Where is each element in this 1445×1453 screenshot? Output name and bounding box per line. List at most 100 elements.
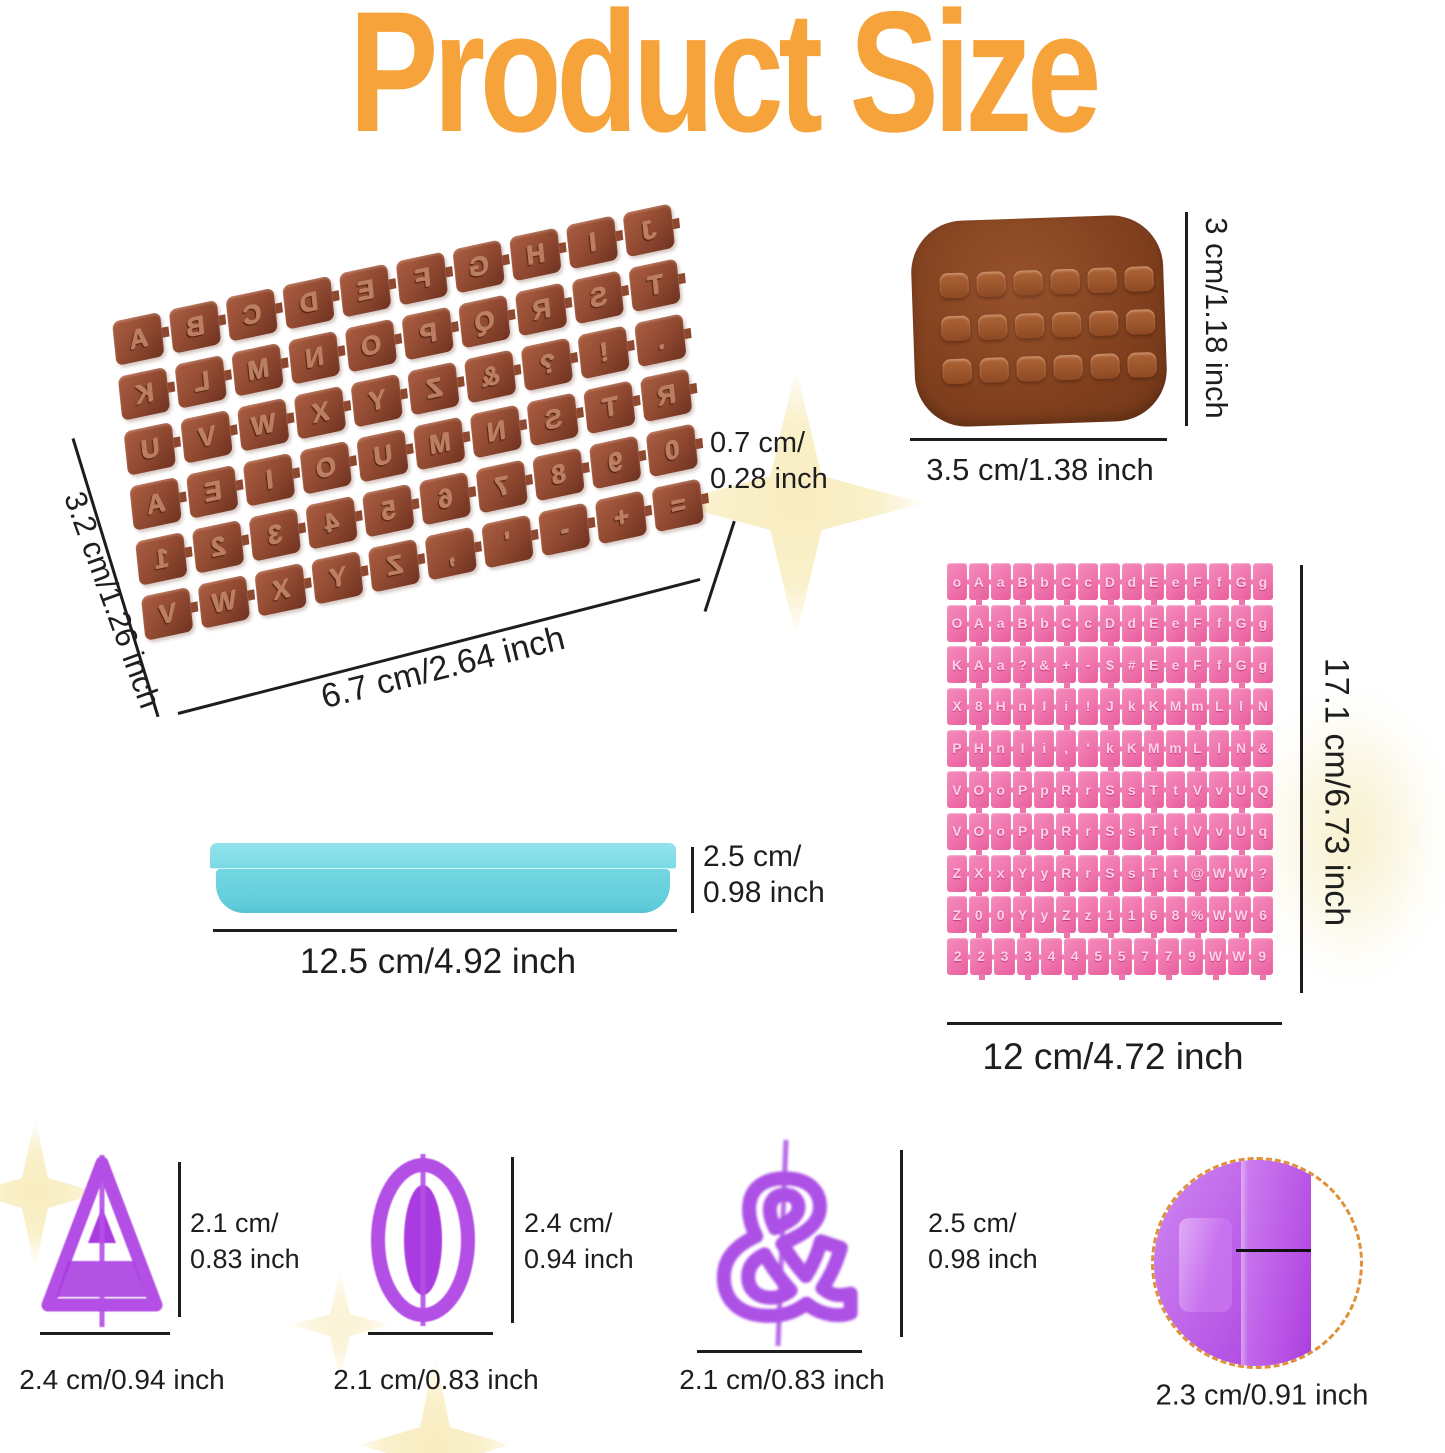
pink-tile-letter: F [1193, 573, 1202, 590]
pink-tile-letter: p [1040, 781, 1049, 798]
pink-tile-letter: A [973, 656, 984, 673]
pink-letter-tile: K [1121, 729, 1142, 767]
pink-letter-tile: 8 [1165, 896, 1186, 934]
stamp-tile-letter: S [587, 280, 608, 314]
pink-letter-tile: W [1209, 896, 1230, 934]
pink-tile-letter: N [1257, 698, 1269, 715]
dim-label-plate-height-2: 0.28 inch [710, 463, 828, 495]
pink-letter-tile: l [1209, 729, 1230, 767]
pink-letter-tile: e [1165, 563, 1186, 600]
stamp-tile-letter: J [640, 213, 658, 247]
pink-tile-letter: 9 [1258, 948, 1267, 965]
stamp-tile-letter: N [485, 414, 507, 449]
stamp-bump [978, 356, 1009, 383]
pink-letter-tile: x [990, 854, 1011, 892]
pink-tile-letter: ? [1258, 865, 1268, 882]
pink-tile-letter: Q [1257, 781, 1269, 798]
stamp-tile-letter: , [445, 537, 456, 569]
pink-letter-tile: 1 [1100, 896, 1120, 939]
pink-letter-tile: W [1231, 896, 1252, 939]
pink-tile-letter: f [1216, 615, 1222, 632]
letter-cutter-o [364, 1152, 482, 1333]
pink-tile-letter: 1 [1127, 906, 1136, 923]
pink-letter-tile: i [1034, 729, 1055, 767]
pink-letter-tile: S [1100, 771, 1120, 814]
pink-tile-letter: C [1061, 573, 1072, 590]
pink-letter-tile: G [1231, 646, 1252, 689]
stamp-tile-letter: V [157, 596, 178, 631]
cutter-amp-seam [775, 1139, 789, 1347]
stamp-bump [1089, 352, 1120, 379]
pink-letter-tile: F [1187, 646, 1208, 689]
pink-tile-letter: & [1257, 740, 1269, 757]
pink-letter-tile: e [1165, 604, 1186, 642]
pink-tile-letter: d [1127, 573, 1137, 590]
stamp-tile-letter: 2 [209, 529, 227, 563]
stamp-tile: E [338, 263, 392, 318]
pink-tile-letter: 4 [1047, 948, 1056, 965]
pink-tile-letter: F [1193, 656, 1202, 673]
stamp-tile: 5 [362, 483, 415, 538]
pink-letter-tile: U [1231, 812, 1252, 855]
pink-letter-tile: O [968, 812, 989, 855]
stamp-tile-letter: U [139, 431, 161, 466]
pink-tile-letter: 8 [974, 698, 983, 715]
dim-label-pink-right: 17.1 cm/6.73 inch [1317, 657, 1356, 927]
pink-letter-tile: 0 [968, 896, 989, 939]
pink-letter-tile: 6 [1143, 896, 1164, 939]
pink-tile-letter: E [1148, 656, 1159, 673]
stamp-tile: . [634, 313, 687, 368]
pink-tile-letter: W [1232, 948, 1246, 965]
pink-tile-letter: K [1148, 698, 1159, 715]
dim-line-o-bottom [368, 1332, 493, 1335]
pink-tile-letter: v [1215, 823, 1224, 840]
pink-tile-letter: i [1042, 740, 1047, 757]
stamp-tile: 8 [532, 447, 585, 502]
pink-tile-letter: L [1214, 698, 1224, 715]
stamp-bump [1014, 312, 1045, 339]
pink-tile-letter: 5 [1094, 948, 1103, 965]
pink-letter-tile: a [990, 646, 1011, 684]
stamp-tile-letter: . [655, 324, 666, 356]
pink-tile-letter: m [1191, 698, 1204, 715]
pink-letter-tile: B [1012, 604, 1033, 647]
pink-tile-letter: % [1191, 906, 1204, 923]
stamp-tile-letter: X [309, 395, 331, 430]
pink-letter-tile: 4 [1040, 937, 1063, 975]
pink-tile-letter: a [996, 573, 1005, 590]
pink-tile-letter: 0 [996, 906, 1005, 923]
pink-letter-tile: O [968, 771, 989, 814]
pink-letter-tile: F [1187, 563, 1208, 605]
pink-letter-tile: v [1209, 771, 1230, 809]
pink-letter-tile: a [990, 563, 1011, 600]
pink-tile-letter: N [1236, 740, 1247, 757]
pink-tile-letter: n [996, 740, 1005, 757]
pink-letter-tile: K [1143, 687, 1164, 730]
pink-letter-tile: 7 [1134, 937, 1156, 975]
pink-tile-letter: $ [1106, 656, 1114, 673]
pink-tile-letter: B [1017, 573, 1028, 590]
pink-tile-letter: Y [1017, 906, 1028, 923]
stamp-tile: 2 [191, 519, 245, 574]
pink-letter-tile: m [1187, 687, 1208, 730]
stamp-tile: R [639, 368, 693, 423]
stamp-tile-letter: A [144, 486, 167, 521]
stamp-tile-letter: Z [424, 371, 443, 405]
page-title: Product Size [348, 0, 1102, 168]
pink-tile-letter: 1 [1106, 906, 1114, 923]
stamp-tile: O [344, 318, 398, 373]
stamp-bump-grid [938, 264, 1157, 386]
thickness-indicator-line [1236, 1248, 1311, 1252]
pink-tile-letter: g [1258, 656, 1268, 673]
pink-letter-tile: W [1231, 854, 1252, 897]
pink-letter-tile: J [1100, 687, 1120, 730]
pink-tile-letter: T [1149, 781, 1158, 798]
stamp-tile-letter: 1 [152, 541, 171, 575]
stamp-bump [1126, 351, 1157, 378]
stamp-tile: X [293, 385, 347, 440]
pink-tile-letter: b [1040, 615, 1049, 632]
pink-tile-letter: p [1040, 823, 1049, 840]
pink-letter-tile: s [1121, 812, 1142, 850]
